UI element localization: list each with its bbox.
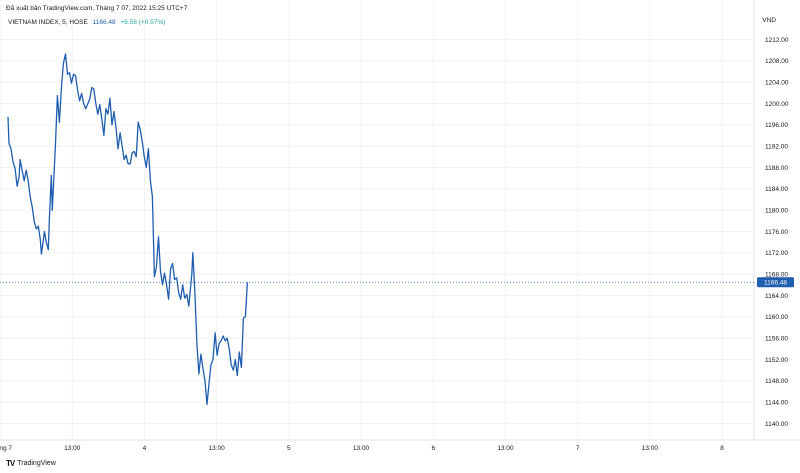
time-tick-label: 13:00 [642, 445, 659, 452]
price-tick-label: 1148.00 [765, 378, 788, 385]
time-tick-label: 13:00 [64, 445, 81, 452]
price-tick-label: 1192.00 [765, 143, 788, 150]
price-tick-label: 1200.00 [765, 101, 789, 108]
price-tick-label: 1212.00 [765, 37, 789, 44]
price-tick-label: 1176.00 [765, 229, 788, 236]
price-tick-label: 1140.00 [765, 421, 788, 428]
time-tick-label: Tháng 7 [0, 445, 12, 452]
price-tick-label: 1196.00 [765, 122, 788, 129]
price-tick-label: 1204.00 [765, 79, 789, 86]
tradingview-brand[interactable]: TV TradingView [6, 459, 56, 468]
time-tick-label: 13:00 [209, 445, 226, 452]
symbol-name: VIETNAM INDEX, 5, HOSE [8, 19, 88, 26]
price-tick-label: 1188.00 [765, 165, 788, 172]
time-tick-label: 13:00 [497, 445, 514, 452]
price-tick-label: 1208.00 [765, 58, 789, 65]
brand-name: TradingView [17, 460, 56, 467]
time-tick-label: 7 [576, 445, 580, 452]
price-tick-label: 1168.00 [765, 271, 788, 278]
time-tick-label: 8 [720, 445, 724, 452]
last-price-label-bg [757, 277, 794, 288]
price-axis[interactable]: 1140.00 1144.00 1148.00 1152.00 1156.00 1160.… [765, 37, 789, 428]
last-price-label: 1166.48 [757, 277, 794, 288]
tradingview-logo-icon: TV [6, 459, 15, 468]
time-tick-label: 4 [143, 445, 147, 452]
price-tick-label: 1172.00 [765, 250, 788, 257]
price-tick-label: 1180.00 [765, 207, 788, 214]
price-tick-label: 1160.00 [765, 314, 788, 321]
published-header: Đã xuất bản TradingView.com, Tháng 7 07,… [6, 5, 188, 12]
symbol-legend[interactable]: VIETNAM INDEX, 5, HOSE 1166.48 +6.58 (+0… [8, 19, 165, 26]
time-axis[interactable]: Tháng 7 13:00 4 13:00 5 13:00 6 13:00 7 13:00 8 [0, 445, 724, 452]
grid-lines [0, 0, 754, 440]
last-price-label-text: 1166.48 [764, 280, 787, 287]
time-tick-label: 13:00 [353, 445, 370, 452]
price-tick-label: 1156.00 [765, 335, 788, 342]
price-tick-label: 1164.00 [765, 293, 788, 300]
price-tick-label: 1144.00 [765, 399, 788, 406]
price-tick-label: 1152.00 [765, 357, 788, 364]
currency-unit: VND [762, 17, 776, 24]
legend-price: 1166.48 [92, 19, 116, 26]
time-tick-label: 6 [431, 445, 435, 452]
series-line [7, 53, 249, 405]
series-layer [7, 53, 249, 405]
legend-change: +6.58 (+0.57%) [120, 19, 166, 26]
price-tick-label: 1184.00 [765, 186, 788, 193]
time-tick-label: 5 [287, 445, 291, 452]
